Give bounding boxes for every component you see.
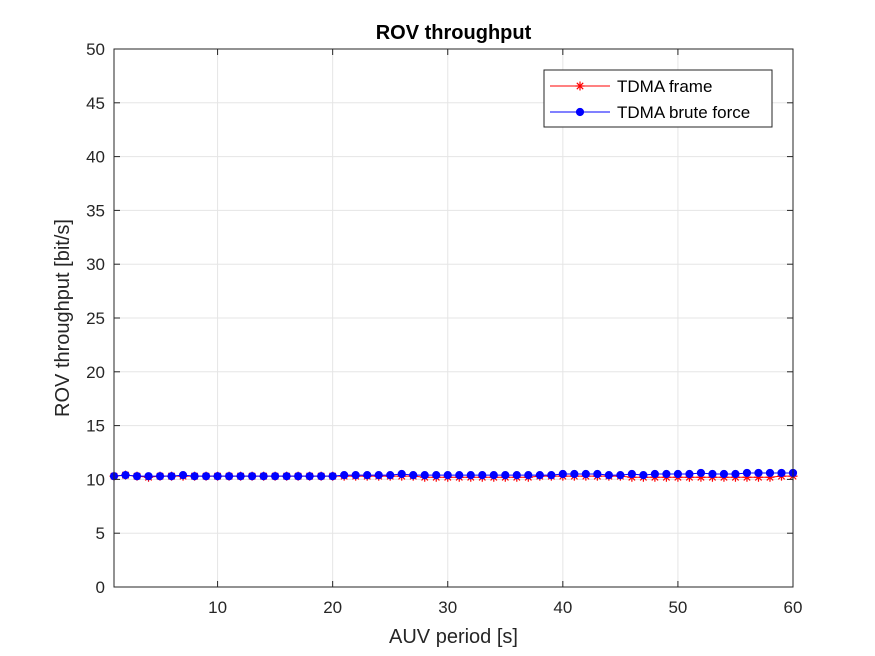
series-layer — [109, 468, 798, 482]
asterisk-stroke — [576, 82, 584, 90]
data-point-dot — [282, 472, 291, 481]
data-point-dot — [132, 472, 142, 481]
y-tick-label: 35 — [86, 201, 105, 220]
y-tick-label: 20 — [86, 363, 105, 382]
data-point-dot — [224, 472, 234, 481]
data-point-dot — [409, 470, 418, 480]
y-tick-label: 10 — [86, 470, 105, 489]
data-point-dot — [708, 469, 717, 479]
axis-ticks: 10 20 30 40 50 60 0 5 10 15 20 25 30 35 40 45 50 — [86, 40, 802, 617]
data-point-dot — [340, 470, 349, 480]
data-point-dot — [121, 470, 130, 480]
data-point-dot — [305, 472, 314, 481]
x-tick-label: 30 — [438, 598, 457, 617]
data-point-dot — [363, 470, 372, 480]
x-tick-label: 40 — [553, 598, 572, 617]
data-point-dot — [570, 469, 579, 479]
data-point-dot — [731, 469, 740, 479]
data-point-dot — [432, 470, 441, 480]
data-point-dot — [512, 470, 521, 480]
data-point-dot — [627, 469, 636, 479]
data-point-dot — [742, 468, 752, 478]
data-point-dot — [696, 468, 706, 478]
data-point-dot — [294, 472, 303, 481]
y-tick-label: 0 — [96, 578, 105, 597]
data-point-dot — [317, 472, 326, 481]
data-point-dot — [386, 470, 395, 480]
data-point-dot — [144, 472, 153, 481]
data-point-dot — [455, 470, 464, 480]
data-point-dot — [662, 469, 671, 479]
data-point-dot — [593, 469, 602, 479]
data-point-dot — [765, 468, 775, 478]
data-point-dot — [777, 468, 786, 478]
data-point-dot — [639, 470, 648, 480]
data-point-dot — [167, 472, 176, 481]
data-point-dot — [501, 470, 510, 480]
data-point-dot — [201, 472, 211, 481]
data-point-dot — [558, 469, 567, 479]
data-point-dot — [213, 472, 222, 481]
data-point-dot — [236, 472, 245, 481]
data-point-dot — [478, 470, 487, 480]
data-point-dot — [466, 470, 475, 480]
legend-entry: TDMA frame — [550, 77, 712, 96]
data-point-dot — [719, 469, 729, 479]
data-point-dot — [616, 470, 625, 480]
data-point-dot — [190, 472, 199, 481]
data-point-dot — [604, 470, 613, 480]
data-point-dot — [535, 470, 544, 480]
y-tick-label: 40 — [86, 148, 105, 167]
data-point-dot — [155, 472, 165, 481]
y-tick-label: 15 — [86, 417, 105, 436]
x-tick-label: 10 — [208, 598, 227, 617]
data-point-dot — [178, 470, 188, 480]
data-point-dot — [420, 470, 429, 480]
y-tick-label: 30 — [86, 255, 105, 274]
data-point-dot — [248, 472, 257, 481]
data-point-dot — [524, 470, 533, 480]
x-axis-label: AUV period [s] — [389, 626, 518, 648]
legend-entry: TDMA brute force — [550, 103, 750, 122]
y-axis-label: ROV throughput [bit/s] — [52, 219, 74, 417]
y-tick-label: 45 — [86, 94, 105, 113]
data-point-dot — [443, 470, 452, 480]
data-point-dot — [351, 470, 360, 480]
series-tdma-brute-force — [109, 468, 798, 481]
legend-label: TDMA brute force — [617, 103, 750, 122]
data-point-dot — [328, 472, 337, 481]
data-point-dot — [374, 470, 383, 480]
data-point-dot — [581, 469, 590, 479]
data-point-dot — [397, 469, 406, 479]
x-tick-label: 50 — [668, 598, 687, 617]
data-point-dot — [547, 470, 556, 480]
y-tick-label: 5 — [96, 524, 105, 543]
chart-title: ROV throughput — [376, 22, 532, 44]
data-point-dot — [271, 472, 280, 481]
x-tick-label: 60 — [784, 598, 803, 617]
legend-label: TDMA frame — [617, 77, 712, 96]
data-point-dot — [673, 469, 683, 479]
data-point-dot — [754, 468, 763, 478]
legend-box — [543, 69, 773, 128]
data-point-asterisk — [575, 81, 585, 91]
data-point-dot — [575, 107, 585, 117]
data-point-dot — [650, 469, 659, 479]
legend: TDMA frame TDMA brute force — [543, 69, 773, 128]
y-tick-label: 25 — [86, 309, 105, 328]
data-point-dot — [685, 469, 694, 479]
data-point-dot — [259, 472, 268, 481]
x-tick-label: 20 — [323, 598, 342, 617]
data-point-dot — [489, 470, 498, 480]
y-tick-label: 50 — [86, 40, 105, 59]
